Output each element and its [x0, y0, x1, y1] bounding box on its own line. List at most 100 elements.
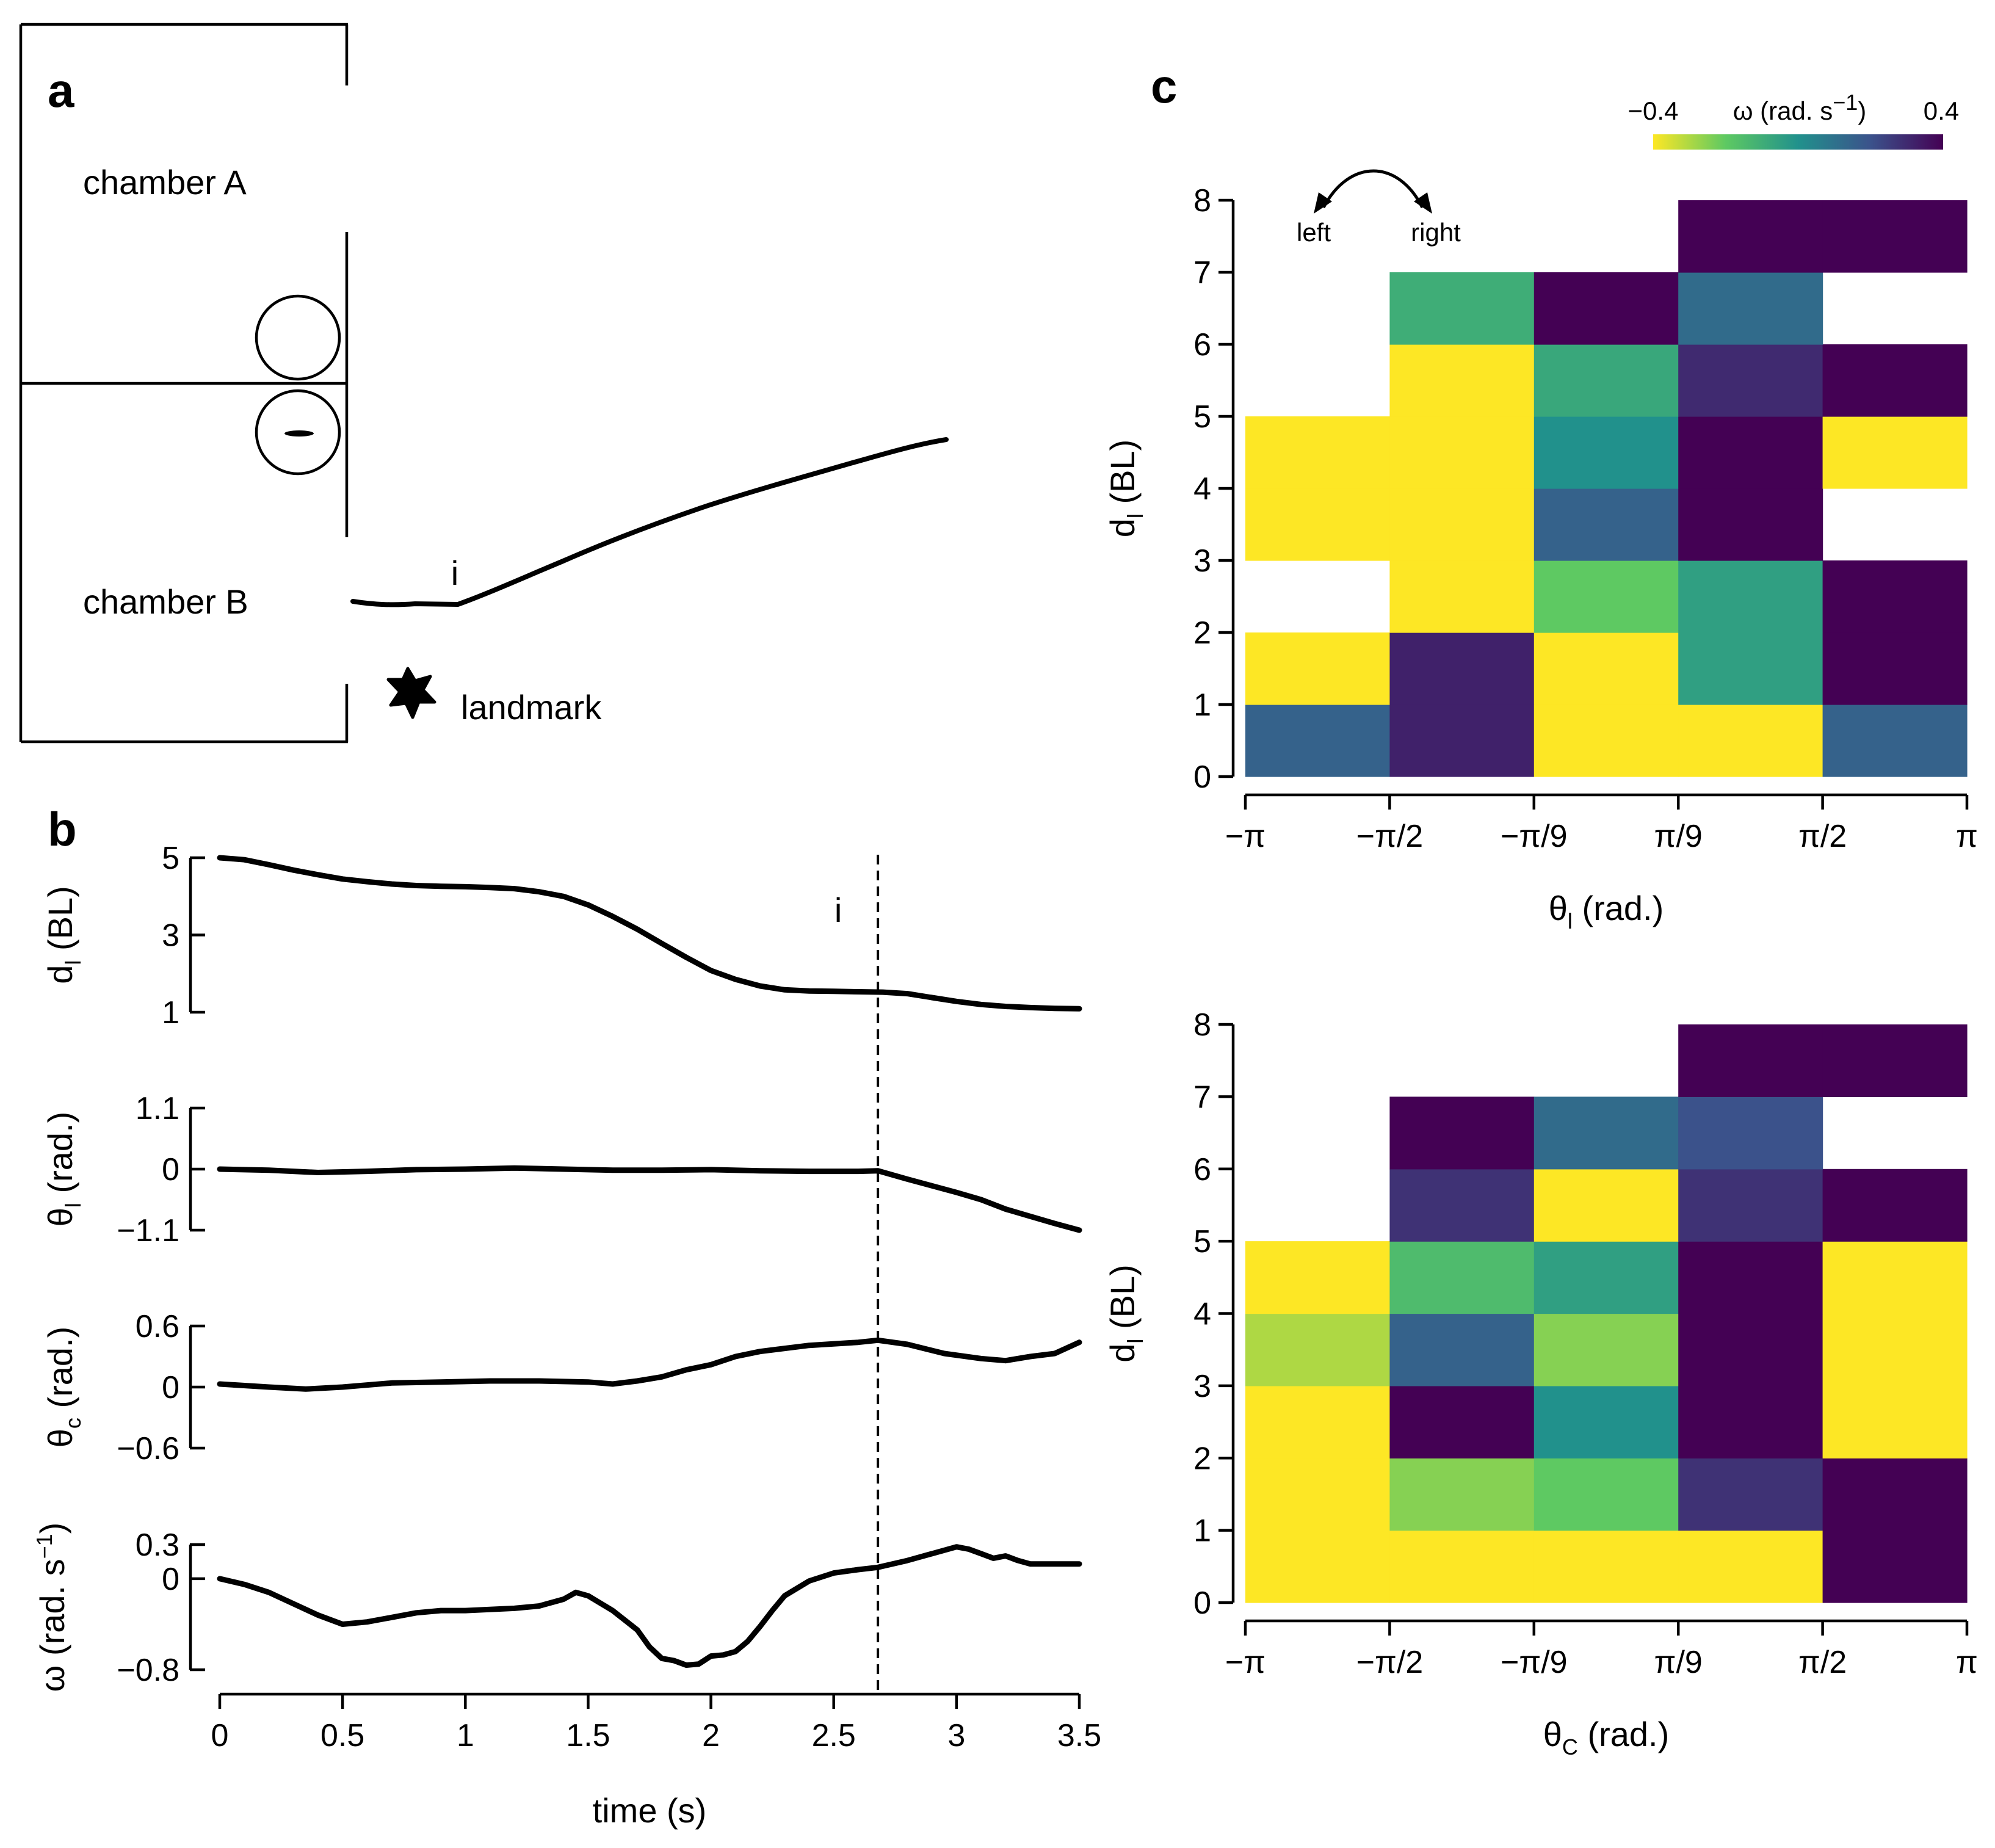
heatmap-bottom-cell	[1389, 1530, 1535, 1603]
heatmap-top-cell	[1822, 632, 1968, 705]
heatmap-top-cell	[1678, 488, 1823, 561]
heatmap-theta-c: 0 1 2 3 4 5 6 7 8 −π −π/2 −π/9 π/9 π/2 π θC (rad.) dl (B…	[1103, 1007, 1978, 1759]
b-row4-ylabel: ω (rad. s−1)	[32, 1523, 71, 1692]
turn-direction-arrow	[1322, 169, 1424, 209]
b-row4-ytick-label: 0	[162, 1562, 179, 1597]
b-row3-ytick-label: −0.6	[117, 1431, 179, 1466]
heatmap-bottom-xtick-label: π	[1956, 1645, 1978, 1680]
b-xtick-label: 3	[947, 1718, 965, 1753]
heatmap-top-cell	[1245, 416, 1390, 489]
heatmap-bottom-ytick-label: 0	[1193, 1585, 1211, 1621]
heatmap-top-cell	[1389, 344, 1535, 417]
panel-b-letter: b	[48, 802, 77, 856]
heatmap-top-xlabel: θl (rad.)	[1549, 889, 1664, 933]
heatmap-top-xtick-label: −π/9	[1501, 819, 1568, 854]
heatmap-top-cell	[1389, 416, 1535, 489]
heatmap-bottom-cell	[1678, 1313, 1823, 1386]
heatmap-bottom-cell	[1533, 1385, 1679, 1458]
heatmap-top-cell	[1678, 560, 1823, 633]
trajectory-event-marker: i	[451, 554, 458, 592]
heatmap-bottom-cell	[1822, 1313, 1968, 1386]
b-row2-ylabel: θl (rad.)	[41, 1112, 85, 1227]
heatmap-top-cell	[1245, 488, 1390, 561]
heatmap-bottom-cell	[1678, 1024, 1823, 1097]
b-row3-series-line	[217, 1337, 1082, 1392]
colorbar-min-label: −0.4	[1628, 96, 1679, 125]
heatmap-bottom-xtick-label: π/9	[1654, 1645, 1703, 1680]
heatmap-top-ytick-label: 8	[1193, 183, 1211, 219]
colorbar	[1653, 134, 1943, 150]
heatmap-top-cell	[1245, 632, 1390, 705]
heatmap-top-ytick-label: 4	[1193, 471, 1211, 507]
colorbar-max-label: 0.4	[1924, 96, 1959, 125]
heatmap-bottom-cell	[1389, 1313, 1535, 1386]
heatmap-top-cell	[1822, 705, 1968, 777]
arrowhead-right-icon	[1414, 192, 1432, 214]
heatmap-top-cell	[1678, 272, 1823, 345]
b-row2-ytick-label: 0	[162, 1152, 179, 1187]
arena-drawing	[19, 23, 349, 744]
b-row1-series-line	[217, 855, 1082, 1012]
heatmap-bottom-ytick-label: 4	[1193, 1297, 1211, 1332]
panel-a-letter: a	[48, 63, 74, 117]
heatmap-bottom-xlabel: θC (rad.)	[1543, 1715, 1670, 1759]
b-row3-ytick-label: 0	[162, 1370, 179, 1405]
heatmap-bottom-xtick-label: −π/2	[1356, 1645, 1424, 1680]
heatmap-top-ytick-label: 0	[1193, 759, 1211, 795]
heatmap-top-xtick-label: −π/2	[1356, 819, 1424, 854]
heatmap-bottom-cell	[1678, 1385, 1823, 1458]
heatmap-bottom-cell	[1245, 1458, 1390, 1531]
heatmap-top-ytick-label: 7	[1193, 255, 1211, 291]
heatmap-top-cell	[1678, 344, 1823, 417]
heatmap-bottom-cell	[1533, 1169, 1679, 1242]
heatmap-top-xtick-label: π	[1956, 819, 1978, 854]
heatmap-bottom-cell	[1533, 1241, 1679, 1314]
b-row2-series-line	[217, 1165, 1082, 1233]
heatmap-bottom-cell	[1533, 1313, 1679, 1386]
landmark-label: landmark	[461, 688, 602, 727]
heatmap-bottom-xtick-label: −π	[1225, 1645, 1265, 1680]
heatmap-bottom-cell	[1822, 1385, 1968, 1458]
b-row1-ytick-label: 3	[162, 918, 179, 954]
heatmap-top-cell	[1389, 272, 1535, 345]
heatmap-bottom-cell	[1678, 1169, 1823, 1242]
heatmap-bottom-cell	[1389, 1385, 1535, 1458]
b-row3-ytick-label: 0.6	[136, 1309, 179, 1344]
heatmap-top-ylabel: dl (BL)	[1103, 440, 1148, 538]
heatmap-top-cell	[1533, 705, 1679, 777]
heatmap-bottom-cell	[1822, 1169, 1968, 1242]
heatmap-top-xtick-label: π/9	[1654, 819, 1703, 854]
heatmap-top-xtick-label: π/2	[1798, 819, 1847, 854]
b-row1-ylabel: dl (BL)	[41, 886, 85, 984]
heatmap-bottom-cell	[1678, 1096, 1823, 1170]
heatmap-bottom-cell	[1389, 1096, 1535, 1170]
chamber-a-label: chamber A	[83, 163, 247, 201]
heatmap-top-cell	[1533, 488, 1679, 561]
b-xtick-label: 1.5	[566, 1718, 610, 1753]
b-xtick-label: 3.5	[1057, 1718, 1101, 1753]
b-xtick-label: 0	[211, 1718, 229, 1753]
heatmap-top-cell	[1389, 488, 1535, 561]
heatmap-bottom-cell	[1533, 1530, 1679, 1603]
panel-c-letter: c	[1151, 59, 1177, 113]
heatmap-bottom-cell	[1822, 1241, 1968, 1314]
heatmap-top-cell	[1822, 560, 1968, 633]
heatmap-bottom-ytick-label: 6	[1193, 1152, 1211, 1187]
panel-b-timeseries: 1 3 5 dl (BL) −1.1 0 1.1 θl (rad.) −0.6 0 0.6 θc (r…	[32, 841, 1101, 1830]
landmark-star-icon	[386, 667, 436, 719]
fish-trajectory	[350, 437, 949, 607]
door-circle-lower	[255, 389, 341, 476]
b-row2-ytick-label: 1.1	[136, 1091, 179, 1126]
chamber-b-label: chamber B	[83, 582, 248, 621]
b-xtick-label: 2.5	[812, 1718, 856, 1753]
b-xtick-label: 1	[457, 1718, 474, 1753]
b-row2-ytick-label: −1.1	[117, 1213, 179, 1248]
heatmap-top-cell	[1822, 344, 1968, 417]
heatmap-bottom-cell	[1533, 1096, 1679, 1170]
heatmap-top-cell	[1533, 632, 1679, 705]
heatmap-top-cell	[1389, 560, 1535, 633]
heatmap-bottom-ylabel: dl (BL)	[1103, 1264, 1148, 1363]
heatmap-bottom-cell	[1678, 1458, 1823, 1531]
heatmap-bottom-cell	[1678, 1530, 1823, 1603]
